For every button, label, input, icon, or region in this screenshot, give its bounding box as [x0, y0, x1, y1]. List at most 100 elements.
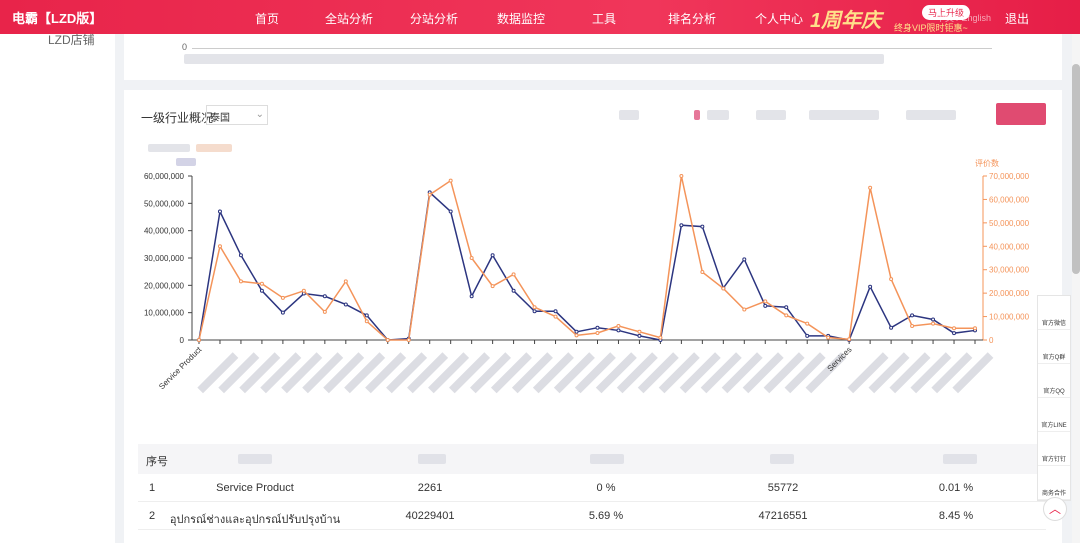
- blurred-button[interactable]: [996, 103, 1046, 125]
- blurred: [184, 54, 884, 64]
- table-header: 序号: [138, 444, 1046, 474]
- blurred-label: [407, 352, 449, 394]
- point: [280, 310, 285, 315]
- point: [385, 338, 390, 342]
- point: [553, 309, 558, 314]
- x-tick-label: Services: [826, 345, 854, 373]
- blurred-label: [386, 352, 428, 394]
- point: [616, 323, 621, 328]
- menu-item[interactable]: 数据监控: [497, 12, 546, 26]
- y2-tick-label: 10,000,000: [989, 313, 1030, 322]
- point: [364, 313, 369, 318]
- promo-badge[interactable]: 1周年庆: [810, 10, 882, 32]
- sidebar-item[interactable]: LZD店铺: [48, 33, 95, 47]
- menu-item[interactable]: 全站分析: [325, 12, 374, 26]
- float-button[interactable]: 官方微信: [1038, 296, 1070, 330]
- table-cell: 0 %: [596, 482, 616, 494]
- blurred-label: [302, 352, 344, 394]
- blurred: [238, 454, 272, 464]
- point: [637, 333, 642, 338]
- point: [784, 305, 789, 310]
- blurred-label: [281, 352, 323, 394]
- blurred-label: [344, 352, 386, 394]
- point: [595, 330, 600, 335]
- float-button[interactable]: 官方钉钉: [1038, 432, 1070, 466]
- point: [322, 294, 327, 299]
- select-value: 泰国: [210, 113, 230, 124]
- menu-item[interactable]: 首页: [255, 12, 280, 26]
- table-cell: อุปกรณ์ช่างและอุปกรณ์ปรับปรุงบ้าน: [169, 514, 341, 526]
- blurred: [619, 110, 639, 120]
- y2-axis-title: 评价数: [975, 158, 999, 168]
- y-tick-label: 30,000,000: [144, 254, 185, 263]
- float-button[interactable]: 官方Q群: [1038, 330, 1070, 364]
- blurred: [707, 110, 729, 120]
- float-button[interactable]: 官方LINE: [1038, 398, 1070, 432]
- y2-tick-label: 70,000,000: [989, 172, 1030, 181]
- point: [721, 286, 726, 291]
- point: [637, 329, 642, 334]
- logo[interactable]: 电霸【LZD版】: [12, 11, 103, 26]
- point: [259, 288, 264, 293]
- point: [343, 279, 348, 284]
- point: [469, 294, 474, 299]
- top-panel: 0: [124, 34, 1062, 80]
- point: [805, 333, 810, 338]
- panel-label: 一级行业概况: [141, 111, 214, 125]
- point: [889, 277, 894, 282]
- blurred-label: [952, 352, 994, 394]
- point: [889, 325, 894, 330]
- point: [238, 279, 243, 284]
- point: [343, 302, 348, 307]
- table-cell: 2: [148, 510, 156, 522]
- blurred-label: [260, 352, 302, 394]
- point: [511, 272, 516, 277]
- promo-slogan: 终身VIP限时钜惠~: [894, 23, 968, 33]
- table-cell: 8.45 %: [938, 510, 974, 522]
- blurred-label: [700, 352, 742, 394]
- point: [616, 328, 621, 333]
- blurred: [176, 158, 196, 166]
- float-button[interactable]: 商务合作: [1038, 466, 1070, 500]
- point: [427, 192, 432, 197]
- blurred-label: [595, 352, 637, 394]
- language[interactable]: 中文 / English: [936, 13, 992, 23]
- y2-tick-label: 50,000,000: [989, 219, 1030, 228]
- point: [532, 305, 537, 310]
- country-select[interactable]: 泰国 ⌄: [206, 105, 268, 125]
- y2-tick-label: 0: [989, 336, 994, 345]
- back-to-top[interactable]: ︿: [1043, 497, 1067, 521]
- float-button[interactable]: 官方QQ: [1038, 364, 1070, 398]
- point: [406, 338, 411, 342]
- point: [574, 329, 579, 334]
- menu-item[interactable]: 工具: [592, 12, 617, 26]
- menu-item[interactable]: 排名分析: [668, 12, 717, 26]
- point: [868, 284, 873, 289]
- y-tick-label: 0: [182, 42, 188, 52]
- promo-button[interactable]: 马上升级: [922, 5, 971, 20]
- point: [658, 335, 663, 340]
- blurred-label: [428, 352, 470, 394]
- menu-item[interactable]: 分站分析: [410, 12, 459, 26]
- blurred-label: [658, 352, 700, 394]
- blurred: [756, 110, 786, 120]
- point: [679, 174, 684, 178]
- y-tick-label: 0: [180, 336, 185, 345]
- table-cell: 40229401: [405, 510, 455, 522]
- menu-item[interactable]: 个人中心: [755, 12, 804, 26]
- industry-panel: 一级行业概况 泰国 ⌄ 序号: [124, 90, 1062, 543]
- point: [448, 178, 453, 183]
- blurred-label: [197, 352, 239, 394]
- logout[interactable]: 退出: [1005, 12, 1030, 26]
- point: [574, 333, 579, 338]
- table-cell: 0.01 %: [938, 482, 974, 494]
- point: [826, 335, 831, 340]
- point: [364, 319, 369, 324]
- point: [910, 313, 915, 318]
- point: [742, 307, 747, 312]
- table-cell: 5.69 %: [588, 510, 624, 522]
- y2-tick-label: 30,000,000: [989, 266, 1030, 275]
- point: [490, 284, 495, 289]
- y-tick-label: 40,000,000: [144, 227, 185, 236]
